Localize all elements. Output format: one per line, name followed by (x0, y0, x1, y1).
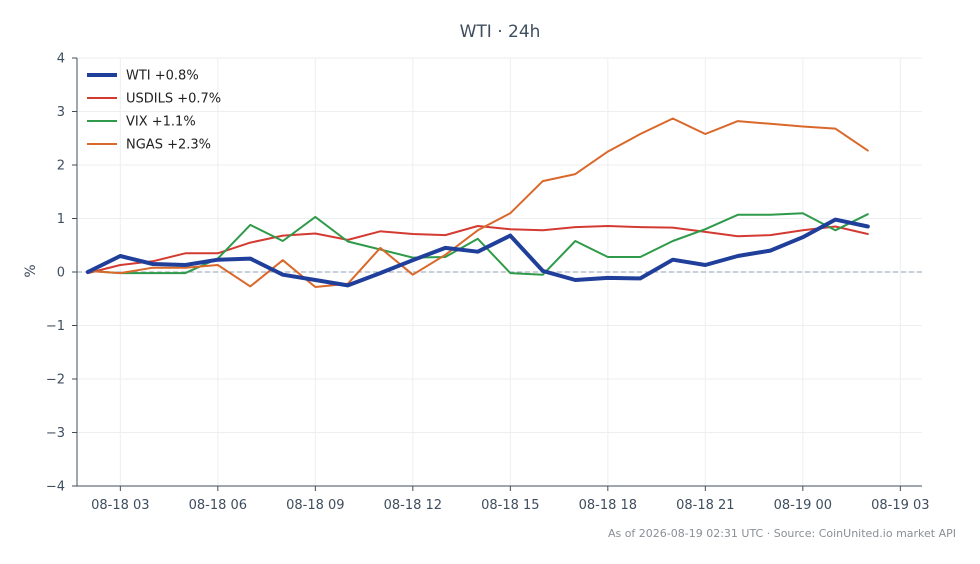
y-tick-label: −2 (46, 373, 65, 388)
y-tick-label: 2 (57, 159, 65, 174)
y-tick-label: 4 (57, 52, 65, 67)
x-tick-label: 08-18 09 (286, 498, 344, 513)
y-tick-label: 3 (57, 105, 65, 120)
x-tick-label: 08-19 00 (774, 498, 832, 513)
grid (77, 57, 922, 487)
y-tick-label: 0 (57, 266, 65, 281)
y-tick-label: −4 (46, 480, 65, 495)
series-line-ngas (86, 117, 869, 288)
series-line-wti (85, 217, 870, 288)
chart-title: WTI · 24h (460, 22, 541, 42)
y-tick-label: −3 (46, 426, 65, 441)
y-tick-label: −1 (46, 319, 65, 334)
x-tick-label: 08-18 06 (189, 498, 247, 513)
x-tick-label: 08-19 03 (871, 498, 929, 513)
x-tick-label: 08-18 12 (384, 498, 442, 513)
x-tick-label: 08-18 03 (91, 498, 149, 513)
legend-label-vix: VIX +1.1% (126, 115, 196, 130)
legend-label-ngas: NGAS +2.3% (126, 138, 211, 153)
series-group (85, 117, 870, 288)
source-footnote: As of 2026-08-19 02:31 UTC · Source: Coi… (608, 527, 956, 540)
series-line-usdils (86, 225, 869, 275)
x-tick-label: 08-18 21 (676, 498, 734, 513)
axes: −4 −3 −2 −1 0 1 2 3 4 08-18 03 08-18 06 08-18 09 08-… (46, 52, 930, 514)
legend-label-usdils: USDILS +0.7% (126, 92, 221, 107)
y-tick-label: 1 (57, 212, 65, 227)
y-axis-label: % (23, 264, 39, 277)
legend: WTI +0.8% USDILS +0.7% VIX +1.1% NGAS +2.3% (87, 69, 221, 153)
x-tick-label: 08-18 18 (579, 498, 637, 513)
x-tick-label: 08-18 15 (481, 498, 539, 513)
legend-label-wti: WTI +0.8% (126, 69, 199, 84)
